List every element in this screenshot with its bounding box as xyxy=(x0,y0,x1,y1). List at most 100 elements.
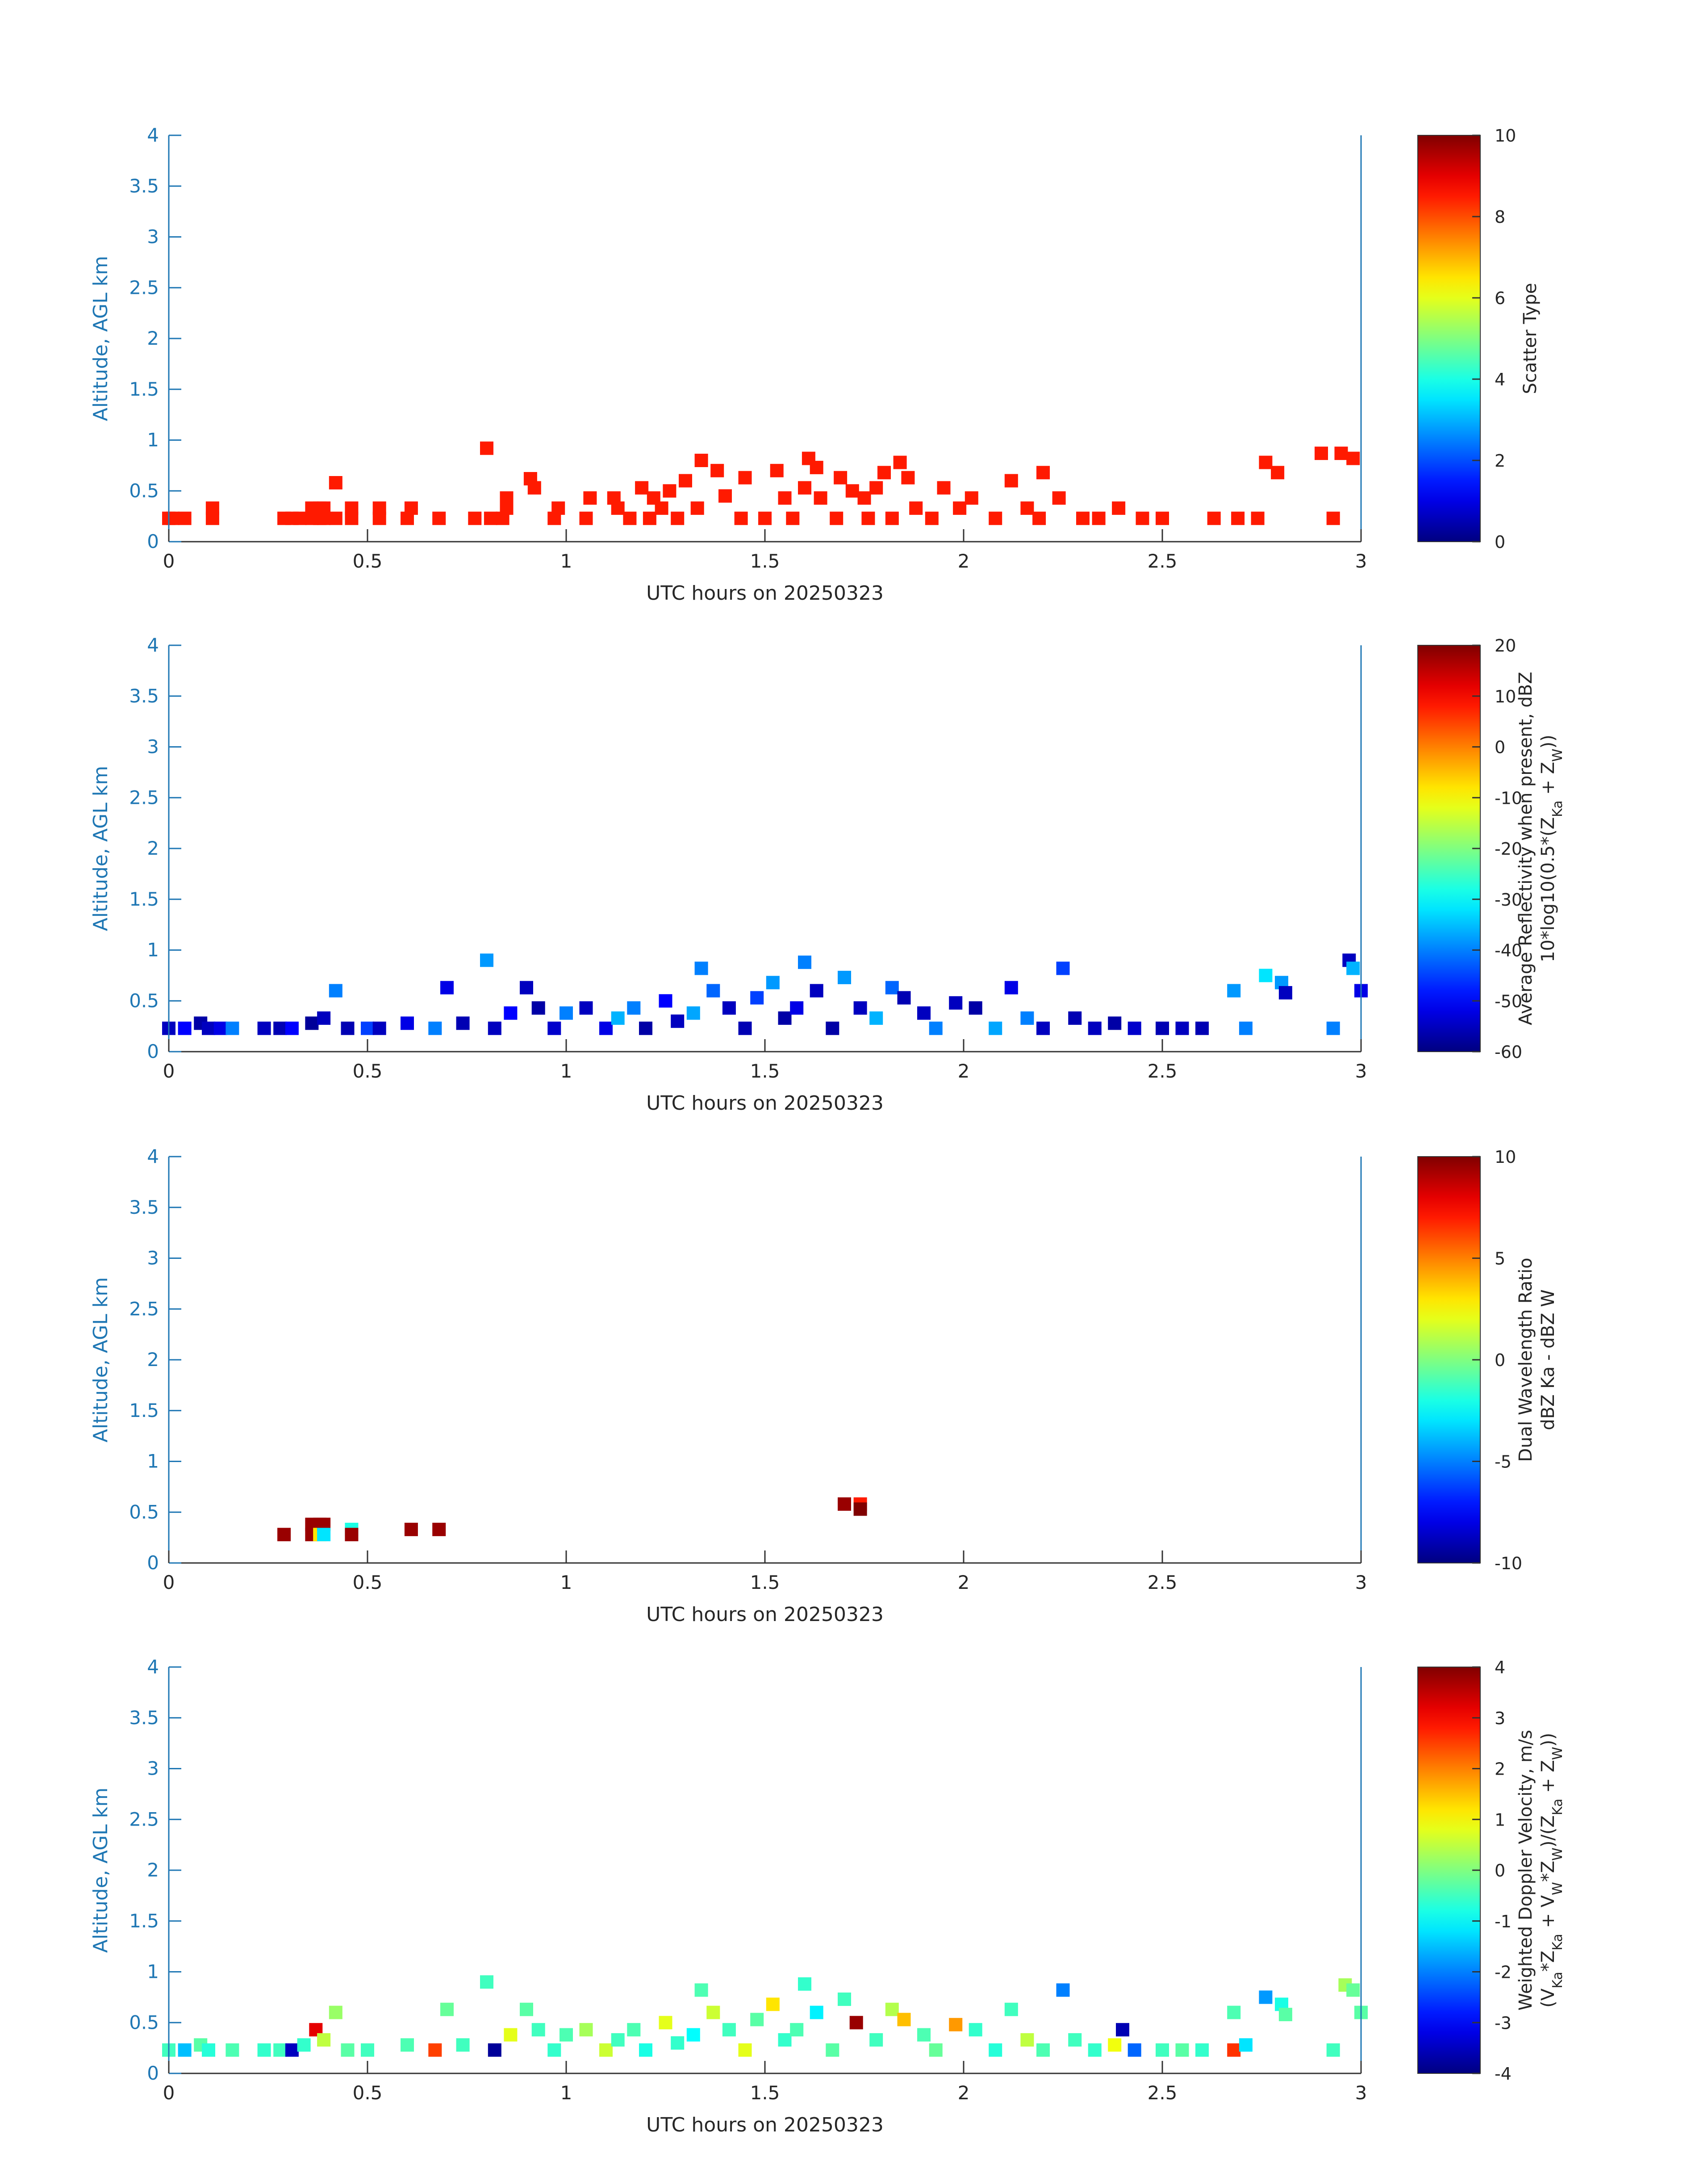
heatmap-cell xyxy=(297,2038,311,2052)
heatmap-cell xyxy=(1227,2043,1241,2057)
heatmap-cell xyxy=(1315,447,1328,460)
colorbar-tick-label: -5 xyxy=(1495,1452,1512,1472)
x-tick-label: 3 xyxy=(1355,1060,1367,1082)
heatmap-cell xyxy=(579,2023,593,2037)
heatmap-cell xyxy=(361,1021,374,1035)
heatmap-cell xyxy=(659,994,672,1008)
heatmap-cell xyxy=(293,511,307,525)
x-axis-label: UTC hours on 20250323 xyxy=(646,582,884,605)
y-tick-label: 1 xyxy=(147,939,159,961)
heatmap-cell xyxy=(686,1006,700,1020)
x-tick-label: 1.5 xyxy=(750,2082,780,2104)
heatmap-cell xyxy=(659,2016,672,2030)
heatmap-cell xyxy=(1092,511,1106,525)
heatmap-cell xyxy=(627,1001,641,1015)
colorbar-label: Average Reflectivity when present, dBZ xyxy=(1516,672,1536,1025)
heatmap-cell xyxy=(1088,2043,1102,2057)
colorbar-tick-label: -3 xyxy=(1495,2013,1512,2033)
heatmap-cell xyxy=(810,460,823,474)
y-tick-label: 0 xyxy=(147,1040,159,1062)
heatmap-cell xyxy=(432,1522,446,1536)
y-tick-label: 1 xyxy=(147,1450,159,1472)
heatmap-cell xyxy=(1239,1021,1253,1035)
heatmap-cell xyxy=(798,481,811,495)
x-tick-label: 1.5 xyxy=(750,1060,780,1082)
heatmap-cell xyxy=(1259,969,1273,982)
heatmap-cell xyxy=(178,511,192,525)
heatmap-cell xyxy=(671,2036,685,2050)
colorbar-tick-label: 2 xyxy=(1495,1759,1505,1779)
heatmap-cell xyxy=(1036,466,1050,480)
heatmap-cell xyxy=(969,1001,982,1015)
colorbar-tick-label: 0 xyxy=(1495,1350,1505,1370)
heatmap-cell xyxy=(202,2043,215,2057)
heatmap-cell xyxy=(778,1011,792,1025)
heatmap-cell xyxy=(989,2043,1002,2057)
y-tick-label: 2.5 xyxy=(129,276,159,298)
heatmap-cell xyxy=(1326,2043,1340,2057)
heatmap-cell xyxy=(305,1016,319,1030)
heatmap-cell xyxy=(583,491,597,505)
colorbar-tick-label: 5 xyxy=(1495,1249,1505,1269)
heatmap-cell xyxy=(213,1021,227,1035)
y-tick-label: 3 xyxy=(147,1758,159,1780)
heatmap-cell xyxy=(937,481,951,495)
heatmap-cell xyxy=(273,1021,287,1035)
y-tick-label: 3 xyxy=(147,1247,159,1269)
heatmap-cell xyxy=(226,1021,239,1035)
heatmap-cell xyxy=(778,491,792,505)
y-tick-label: 0.5 xyxy=(129,990,159,1011)
heatmap-cell xyxy=(480,953,493,967)
heatmap-cell xyxy=(1251,511,1265,525)
heatmap-cell xyxy=(1156,1021,1169,1035)
y-axis-label: Altitude, AGL km xyxy=(89,256,112,421)
heatmap-cell xyxy=(599,1021,613,1035)
y-tick-label: 2 xyxy=(147,837,159,859)
heatmap-cell xyxy=(853,1001,867,1015)
heatmap-cell xyxy=(623,511,637,525)
heatmap-cell xyxy=(1346,451,1360,465)
heatmap-cell xyxy=(560,1006,573,1020)
colorbar-tick-label: 2 xyxy=(1495,451,1505,471)
x-tick-label: 0 xyxy=(163,1571,175,1593)
heatmap-cell xyxy=(1036,2043,1050,2057)
x-tick-label: 0.5 xyxy=(353,2082,383,2104)
heatmap-cell xyxy=(929,1021,943,1035)
heatmap-cell xyxy=(694,961,708,975)
heatmap-cell xyxy=(488,1021,501,1035)
x-tick-label: 3 xyxy=(1355,550,1367,572)
heatmap-cell xyxy=(790,1001,804,1015)
x-tick-label: 1.5 xyxy=(750,550,780,572)
heatmap-cell xyxy=(329,984,342,998)
y-tick-label: 0.5 xyxy=(129,2011,159,2033)
heatmap-cell xyxy=(317,501,331,515)
heatmap-cell xyxy=(722,2023,736,2037)
y-tick-label: 0.5 xyxy=(129,480,159,501)
heatmap-cell xyxy=(317,2033,331,2047)
colorbar-tick-label: -10 xyxy=(1495,1554,1522,1573)
heatmap-cell xyxy=(1136,511,1149,525)
y-tick-label: 2 xyxy=(147,1859,159,1881)
x-tick-label: 0.5 xyxy=(353,1571,383,1593)
heatmap-cell xyxy=(500,491,514,505)
x-tick-label: 1.5 xyxy=(750,1571,780,1593)
colorbar-label: dBZ Ka - dBZ W xyxy=(1538,1289,1558,1430)
heatmap-cell xyxy=(861,511,875,525)
heatmap-cell xyxy=(750,991,764,1005)
heatmap-cell xyxy=(845,484,859,498)
heatmap-cell xyxy=(917,1006,931,1020)
heatmap-cell xyxy=(345,1528,359,1542)
colorbar-tick-label: -10 xyxy=(1495,788,1522,808)
heatmap-cell xyxy=(869,481,883,495)
heatmap-cell xyxy=(838,1497,851,1511)
heatmap-cell xyxy=(1032,511,1046,525)
panel-2: 0 0.5 1 1.5 2 2.5 3 3.5 4 0 0.5 1 1.5 2 2.5 3 UTC hours … xyxy=(89,634,1566,1115)
heatmap-cell xyxy=(1271,466,1285,480)
heatmap-cells xyxy=(162,1975,1368,2057)
heatmap-cell xyxy=(273,2043,287,2057)
heatmap-cell xyxy=(790,2023,804,2037)
heatmap-cell xyxy=(877,466,891,480)
x-tick-label: 1 xyxy=(560,2082,572,2104)
y-tick-label: 1.5 xyxy=(129,888,159,910)
heatmap-cell xyxy=(178,2043,192,2057)
